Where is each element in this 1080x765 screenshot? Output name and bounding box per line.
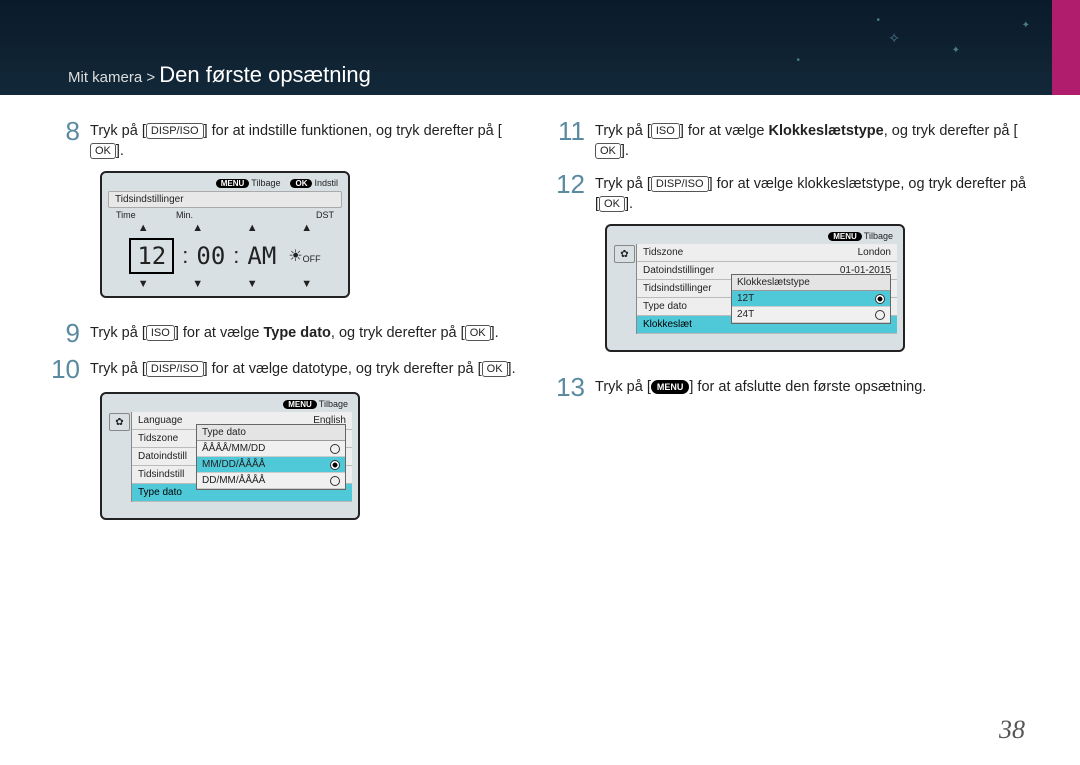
sparkle: • — [876, 15, 880, 26]
arrow-down-row: ▼▼▼▼ — [108, 278, 342, 290]
popup-option[interactable]: 24T — [732, 307, 890, 323]
sparkle: ✦ — [952, 45, 960, 56]
step-text: Tryk på [ISO] for at vælge Klokkeslætsty… — [595, 118, 1030, 161]
ok-button-label: OK — [465, 325, 491, 341]
clock-type-popup: Klokkeslætstype 12T 24T — [731, 274, 891, 324]
menu-pill: MENU — [216, 179, 250, 188]
menu-sidebar: ✿ — [613, 244, 637, 334]
time-display: 12 : 00 : AM ☀OFF — [108, 234, 342, 278]
ok-button-label: OK — [482, 361, 508, 377]
step-13: 13 Tryk på [MENU] for at afslutte den fø… — [555, 374, 1030, 400]
disp-iso-button-label: DISP/ISO — [146, 361, 204, 377]
sparkle: ✦ — [1022, 20, 1030, 31]
ok-button-label: OK — [90, 143, 116, 159]
iso-button-label: ISO — [651, 123, 680, 139]
disp-iso-button-label: DISP/ISO — [651, 176, 709, 192]
popup-title: Klokkeslætstype — [732, 275, 890, 291]
popup-title: Type dato — [197, 425, 345, 441]
popup-option[interactable]: 12T — [732, 291, 890, 307]
step-11: 11 Tryk på [ISO] for at vælge Klokkeslæt… — [555, 118, 1030, 161]
step-number: 12 — [555, 171, 585, 214]
ok-button-label: OK — [599, 196, 625, 212]
iso-button-label: ISO — [146, 325, 175, 341]
menu-sidebar: ✿ — [108, 412, 132, 502]
step-number: 8 — [50, 118, 80, 161]
step-number: 10 — [50, 356, 80, 382]
gear-icon: ✿ — [109, 413, 130, 431]
date-type-popup: Type dato ÅÅÅÅ/MM/DD MM/DD/ÅÅÅÅ DD/MM/ÅÅ… — [196, 424, 346, 490]
step-text: Tryk på [ISO] for at vælge Type dato, og… — [90, 320, 499, 346]
left-column: 8 Tryk på [DISP/ISO] for at indstille fu… — [50, 118, 525, 542]
ok-pill: OK — [290, 179, 312, 188]
disp-iso-button-label: DISP/ISO — [146, 123, 204, 139]
popup-option[interactable]: DD/MM/ÅÅÅÅ — [197, 473, 345, 489]
time-labels: TimeMin.DST — [108, 210, 342, 222]
time-ampm: AM — [247, 242, 276, 270]
menu-button-label: MENU — [651, 380, 690, 394]
screen-topbar: MENUTilbage OKIndstil — [108, 177, 342, 191]
step-number: 13 — [555, 374, 585, 400]
arrow-up-row: ▲▲▲▲ — [108, 222, 342, 234]
screen-topbar: MENUTilbage — [108, 398, 352, 412]
right-column: 11 Tryk på [ISO] for at vælge Klokkeslæt… — [555, 118, 1030, 542]
time-title: Tidsindstillinger — [108, 191, 342, 208]
step-number: 11 — [555, 118, 585, 161]
accent-bar — [1052, 0, 1080, 95]
time-hour: 12 — [129, 238, 174, 274]
step-number: 9 — [50, 320, 80, 346]
popup-option[interactable]: ÅÅÅÅ/MM/DD — [197, 441, 345, 457]
page-title: Den første opsætning — [159, 62, 371, 87]
breadcrumb: Mit kamera > Den første opsætning — [68, 62, 371, 88]
step-8: 8 Tryk på [DISP/ISO] for at indstille fu… — [50, 118, 525, 161]
menu-pill: MENU — [283, 400, 317, 409]
page-number: 38 — [999, 715, 1025, 745]
gear-icon: ✿ — [614, 245, 635, 263]
date-type-screen: MENUTilbage ✿ LanguageEnglish TidszoneLo… — [100, 392, 360, 520]
step-text: Tryk på [DISP/ISO] for at vælge datotype… — [90, 356, 516, 382]
step-12: 12 Tryk på [DISP/ISO] for at vælge klokk… — [555, 171, 1030, 214]
sparkle: ✧ — [888, 30, 900, 47]
breadcrumb-pre: Mit kamera > — [68, 69, 159, 86]
step-10: 10 Tryk på [DISP/ISO] for at vælge datot… — [50, 356, 525, 382]
screen-topbar: MENUTilbage — [613, 230, 897, 244]
step-text: Tryk på [MENU] for at afslutte den først… — [595, 374, 926, 400]
step-text: Tryk på [DISP/ISO] for at indstille funk… — [90, 118, 525, 161]
clock-type-screen: MENUTilbage ✿ TidszoneLondon Datoindstil… — [605, 224, 905, 352]
dst-icon: ☀OFF — [288, 246, 320, 266]
step-9: 9 Tryk på [ISO] for at vælge Type dato, … — [50, 320, 525, 346]
popup-option[interactable]: MM/DD/ÅÅÅÅ — [197, 457, 345, 473]
time-settings-screen: MENUTilbage OKIndstil Tidsindstillinger … — [100, 171, 350, 298]
time-minute: 00 — [196, 242, 225, 270]
sparkle: • — [796, 55, 800, 66]
menu-pill: MENU — [828, 232, 862, 241]
step-text: Tryk på [DISP/ISO] for at vælge klokkesl… — [595, 171, 1030, 214]
ok-button-label: OK — [595, 143, 621, 159]
